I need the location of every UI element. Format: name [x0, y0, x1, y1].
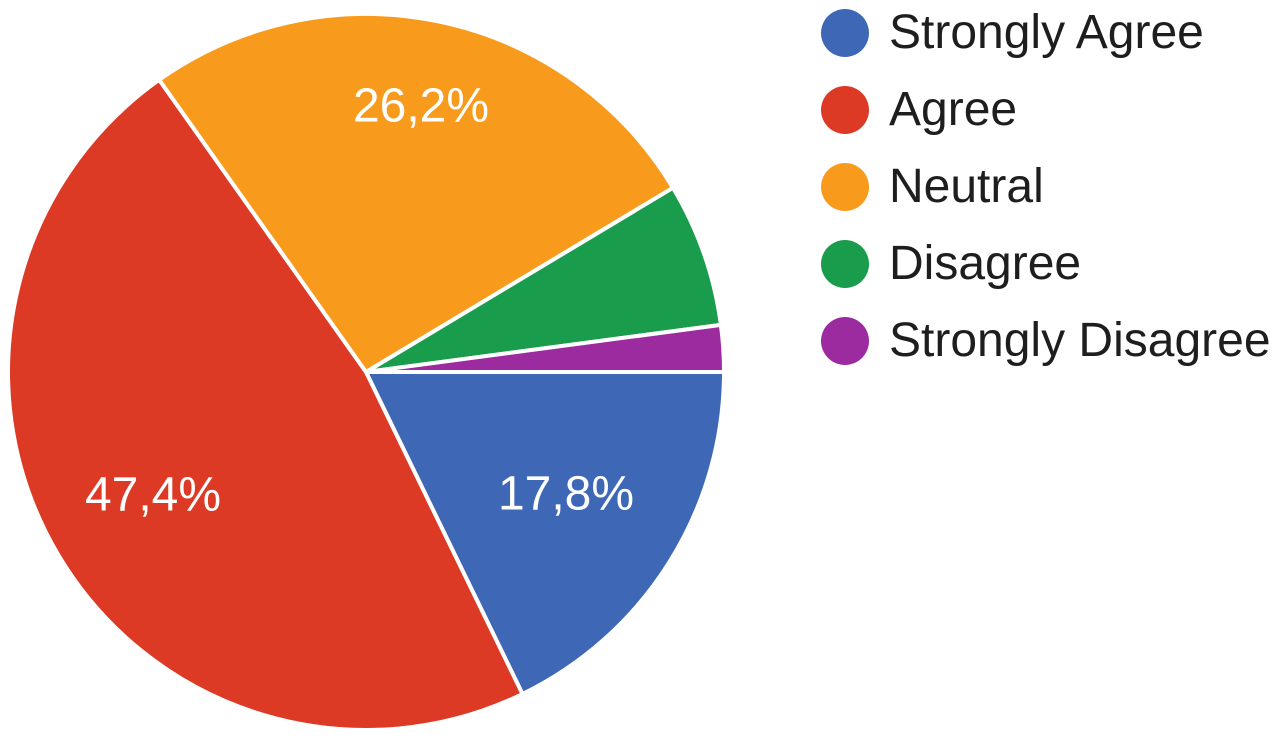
legend-swatch-neutral — [821, 163, 869, 211]
legend-item-agree: Agree — [821, 86, 1271, 134]
legend-swatch-strongly-disagree — [821, 317, 869, 365]
legend-label-neutral: Neutral — [889, 160, 1044, 213]
pie-slice-strongly-agree — [364, 370, 726, 696]
legend-swatch-agree — [821, 86, 869, 134]
pie-chart: 17,8% 47,4% 26,2% — [6, 12, 727, 732]
legend-label-strongly-agree: Strongly Agree — [889, 6, 1204, 59]
legend-item-strongly-disagree: Strongly Disagree — [821, 317, 1271, 365]
pie-slice-neutral — [157, 12, 675, 374]
pie-slice-strongly-disagree — [364, 322, 727, 374]
legend-swatch-strongly-agree — [821, 9, 869, 57]
slice-label-agree: 47,4% — [85, 469, 221, 522]
legend-item-neutral: Neutral — [821, 163, 1271, 211]
pie-slice-agree — [6, 77, 525, 732]
legend-swatch-disagree — [821, 240, 869, 288]
slice-label-strongly-agree: 17,8% — [498, 468, 634, 521]
legend-label-strongly-disagree: Strongly Disagree — [889, 314, 1271, 367]
chart-legend: Strongly Agree Agree Neutral Disagree Strong… — [821, 9, 1271, 394]
pie-slice-disagree — [364, 185, 723, 374]
slice-label-neutral: 26,2% — [353, 80, 489, 133]
legend-label-disagree: Disagree — [889, 237, 1082, 290]
legend-label-agree: Agree — [889, 83, 1018, 136]
legend-item-strongly-agree: Strongly Agree — [821, 9, 1271, 57]
legend-item-disagree: Disagree — [821, 240, 1271, 288]
